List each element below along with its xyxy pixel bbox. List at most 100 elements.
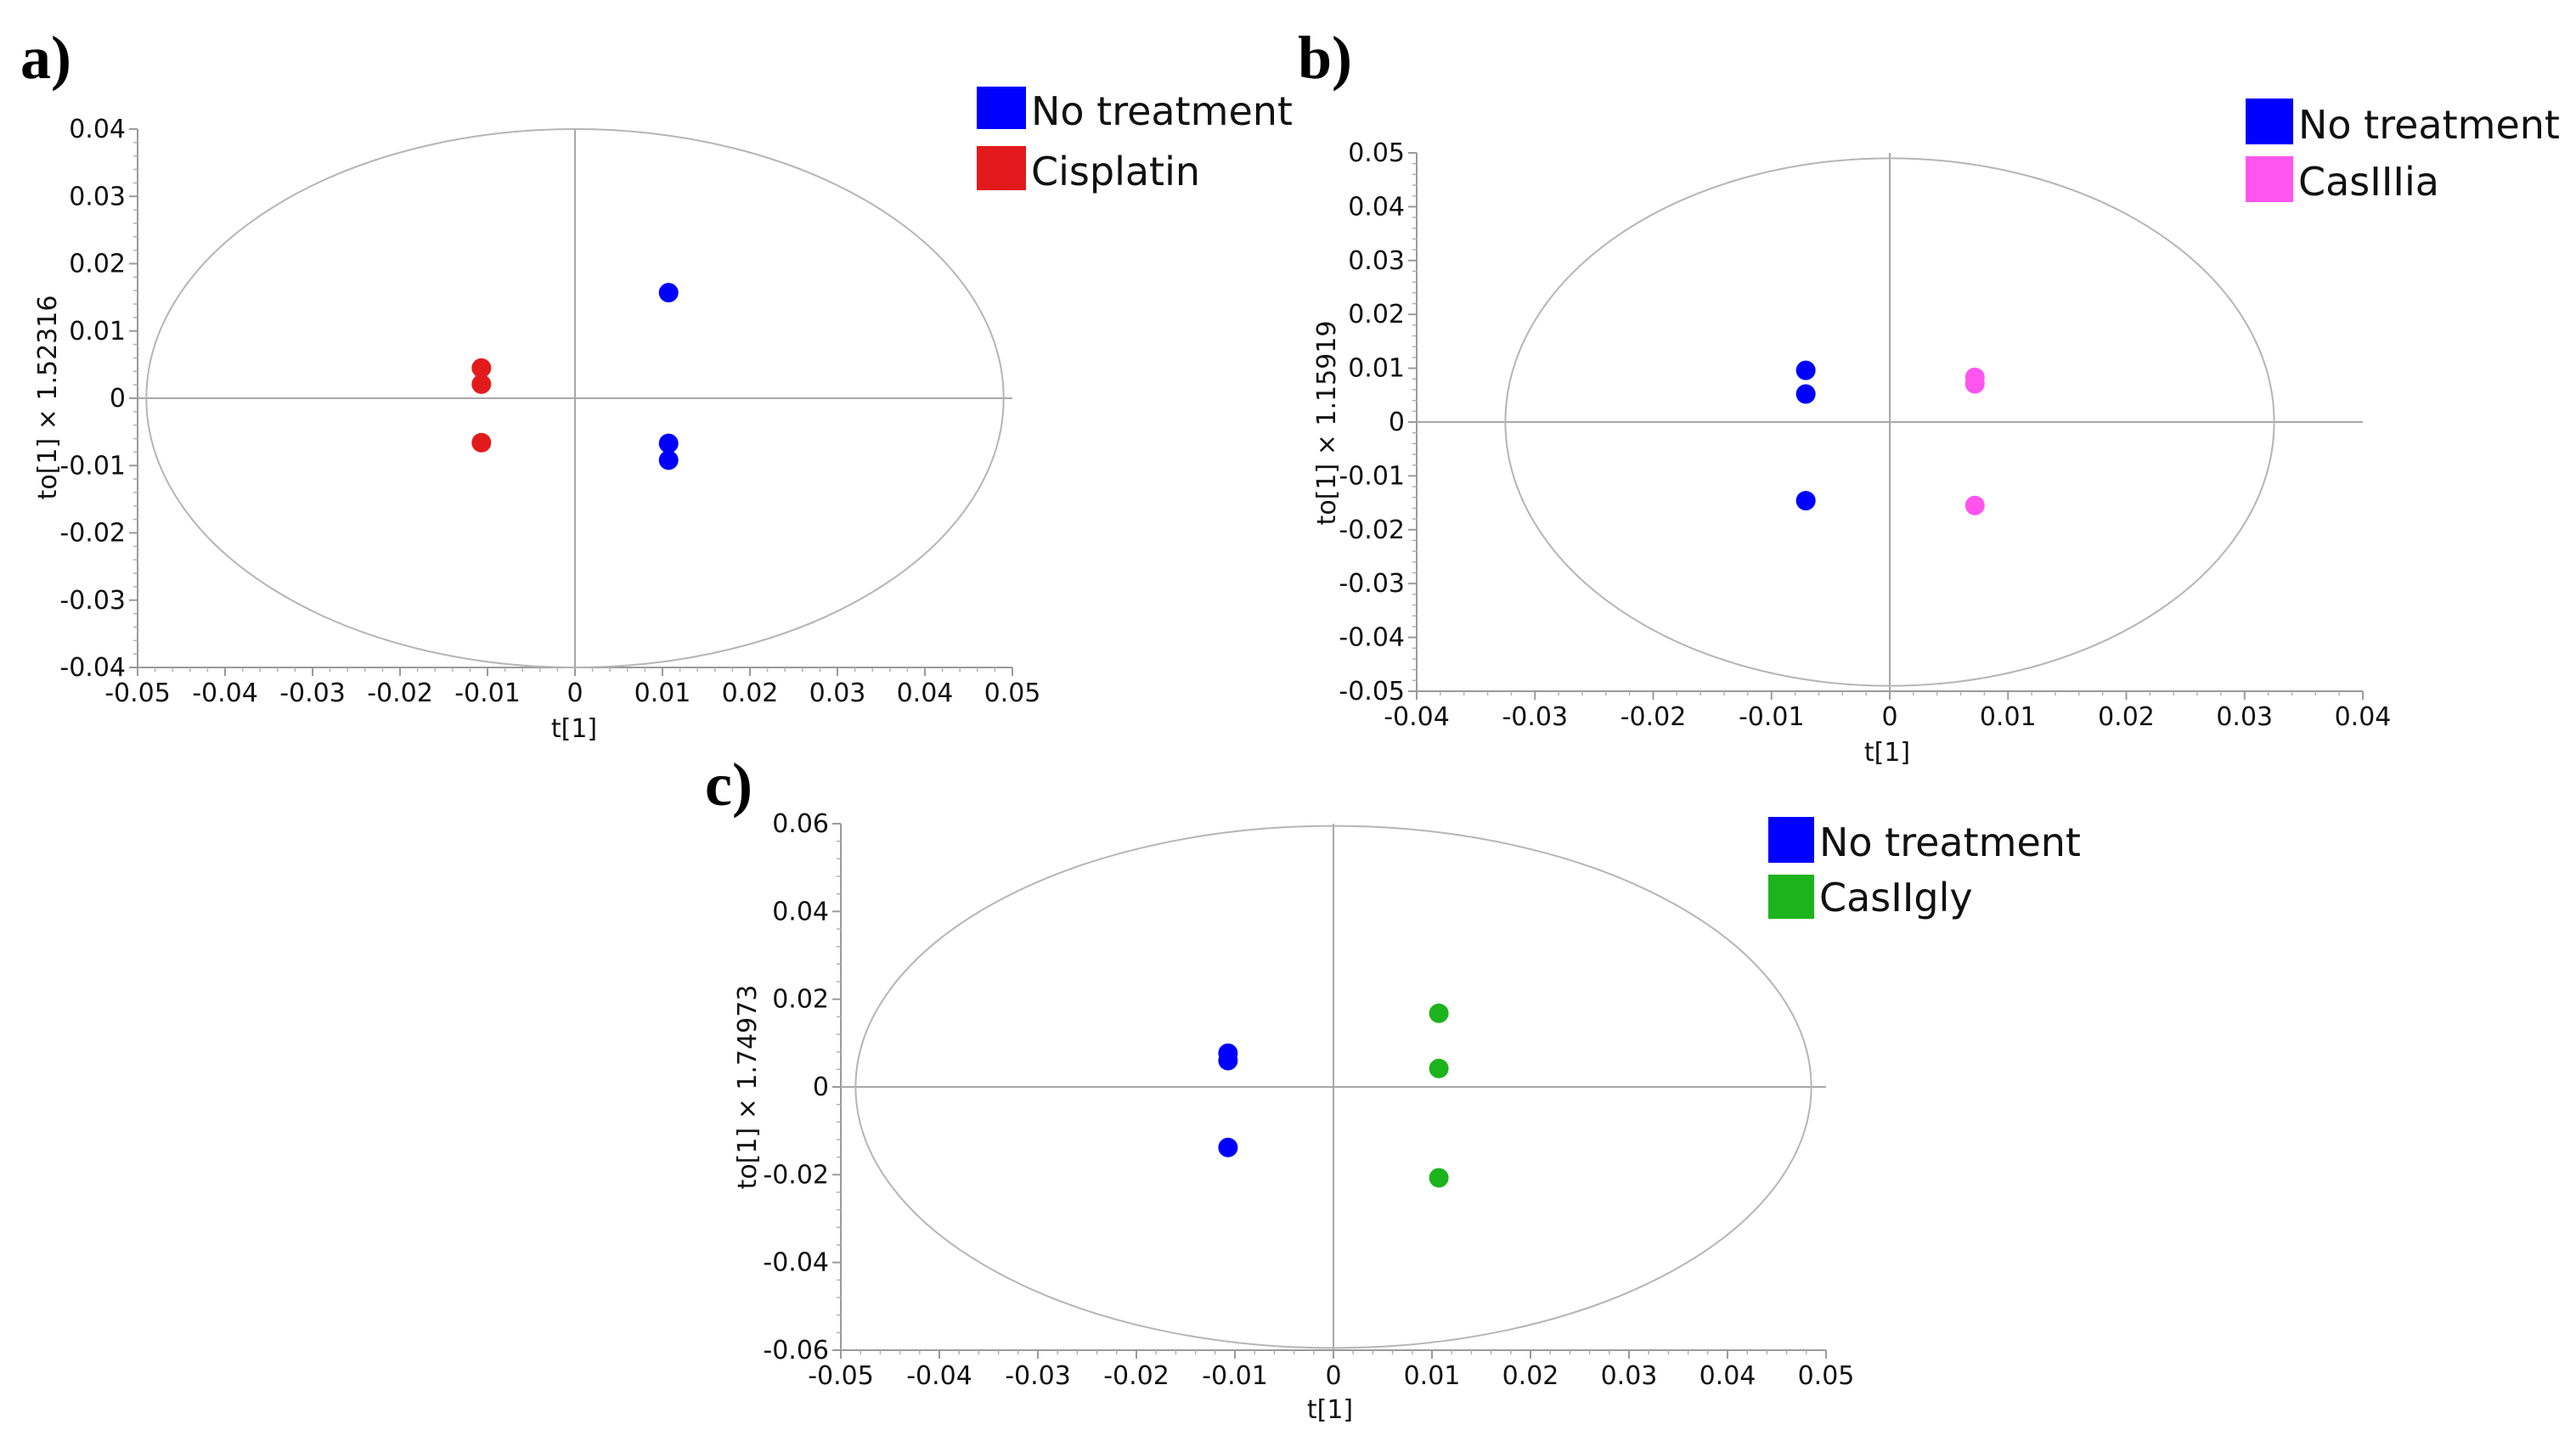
panel-c-points <box>1218 1003 1449 1188</box>
panel-a: a) -0.05 -0.04 -0.03 -0.02 -0.01 0 0.01 0.02 0.0… <box>20 24 1293 744</box>
panel-b-legend-label-casiiiia: CasIIIia <box>2298 159 2439 205</box>
panel-b-axes: -0.04 -0.03 -0.02 -0.01 0 0.01 0.02 0.03 0.04 0.0… <box>1339 138 2391 732</box>
panel-b-y-tick-label: 0 <box>1389 408 1405 437</box>
panel-a-x-tick-label: -0.04 <box>192 678 258 708</box>
panel-b: b) -0.04 -0.03 -0.02 -0.01 0 0.01 0.02 0.03 0.04… <box>1298 24 2560 768</box>
panel-b-reference-lines <box>1417 153 2363 691</box>
panel-b-legend-label-no-treatment: No treatment <box>2298 102 2560 148</box>
panel-c-hotelling-ellipse <box>854 825 1812 1349</box>
panel-b-x-tick-label: 0.04 <box>2335 702 2392 732</box>
panel-c-x-tick-label: 0.04 <box>1699 1361 1756 1391</box>
panel-a-y-tick-label: 0.04 <box>69 115 126 144</box>
panel-b-x-axis-title: t[1] <box>1864 738 1910 768</box>
panel-a-y-tick-label: -0.02 <box>59 519 126 549</box>
panel-c-y-tick-label: 0.02 <box>772 985 829 1015</box>
panel-b-point-no-treatment <box>1795 491 1816 511</box>
panel-b-legend-swatch-no-treatment <box>2246 99 2293 144</box>
panel-c-point-casiigly <box>1429 1058 1449 1078</box>
panel-a-y-tick-label: -0.01 <box>59 451 126 481</box>
panel-c-y-tick-label: 0 <box>813 1073 829 1102</box>
panel-c-legend-label-casiigly: CasIIgly <box>1819 875 1973 921</box>
panel-b-x-tick-label: -0.02 <box>1621 702 1687 732</box>
panel-b-x-tick-label: 0.01 <box>1980 702 2037 732</box>
panel-a-point-cisplatin <box>471 432 492 453</box>
panel-a-x-tick-label: 0 <box>566 678 583 708</box>
panel-b-point-no-treatment <box>1795 360 1816 380</box>
panel-c-legend-swatch-no-treatment <box>1768 817 1814 863</box>
panel-a-point-no-treatment <box>658 433 679 453</box>
panel-c-axes: -0.05 -0.04 -0.03 -0.02 -0.01 0 0.01 0.02 0.03 0.… <box>763 809 1854 1391</box>
panel-b-label: b) <box>1298 24 1352 92</box>
panel-a-x-tick-label: 0.02 <box>722 678 779 708</box>
panel-a-y-tick-label: 0.02 <box>69 250 126 279</box>
panel-a-axes: -0.05 -0.04 -0.03 -0.02 -0.01 0 0.01 0.02 0.03 0.… <box>59 115 1040 708</box>
panel-c-x-tick-label: -0.01 <box>1202 1361 1268 1391</box>
panel-b-y-tick-label: 0.02 <box>1348 300 1405 329</box>
panel-a-x-tick-label: -0.05 <box>104 678 171 708</box>
panel-b-y-axis-title: to[1] × 1.15919 <box>1312 321 1342 526</box>
panel-b-x-tick-label: 0.02 <box>2098 702 2155 732</box>
panel-b-y-tick-label: 0.05 <box>1348 138 1405 168</box>
panel-a-reference-lines <box>138 128 1012 668</box>
panel-a-x-tick-label: -0.02 <box>367 678 433 708</box>
panel-a-x-tick-label: 0.03 <box>809 678 866 708</box>
panel-a-legend: No treatment Cisplatin <box>977 87 1293 194</box>
panel-c-x-tick-label: 0.01 <box>1404 1361 1461 1391</box>
panel-c: c) -0.05 -0.04 -0.03 -0.02 -0.01 0 0.01 0.02 0.0… <box>705 751 2081 1425</box>
panel-c-x-tick-label: -0.05 <box>808 1361 874 1391</box>
panel-b-hotelling-ellipse <box>1504 157 2275 687</box>
panel-c-y-tick-label: 0.04 <box>772 897 829 926</box>
panel-a-point-cisplatin <box>471 374 492 394</box>
panel-b-legend: No treatment CasIIIia <box>2246 99 2560 205</box>
panel-b-point-casiiiia <box>1964 495 1985 515</box>
panel-c-x-tick-label: 0.02 <box>1502 1361 1559 1391</box>
panel-c-x-tick-label: -0.02 <box>1103 1361 1170 1391</box>
panel-b-points <box>1795 360 1985 515</box>
panel-b-y-tick-label: -0.01 <box>1339 461 1405 491</box>
panel-b-y-tick-label: -0.05 <box>1339 677 1405 707</box>
panel-a-y-tick-label: 0 <box>110 384 126 414</box>
panel-b-point-casiiiia <box>1964 374 1985 394</box>
panel-b-x-tick-label: -0.01 <box>1739 702 1805 732</box>
panel-c-point-no-treatment <box>1218 1137 1238 1157</box>
panel-c-x-tick-label: -0.04 <box>906 1361 972 1391</box>
panel-a-x-tick-label: -0.03 <box>279 678 346 708</box>
panel-c-y-tick-label: -0.02 <box>763 1160 829 1190</box>
panel-a-legend-label-no-treatment: No treatment <box>1031 88 1293 134</box>
panel-c-y-tick-label: 0.06 <box>772 809 829 839</box>
panel-a-legend-swatch-no-treatment <box>977 87 1026 129</box>
panel-a-x-tick-label: 0.01 <box>634 678 691 708</box>
panel-c-legend-swatch-casiigly <box>1768 875 1814 919</box>
panel-b-point-no-treatment <box>1795 384 1816 404</box>
panel-b-y-tick-label: -0.04 <box>1339 623 1405 653</box>
panel-a-point-no-treatment <box>658 283 679 303</box>
panel-c-x-tick-label: 0.05 <box>1798 1361 1855 1391</box>
panel-b-legend-swatch-casiiiia <box>2246 156 2293 202</box>
panel-a-point-cisplatin <box>471 358 492 378</box>
panel-c-x-axis-title: t[1] <box>1307 1395 1353 1425</box>
panel-b-x-tick-label: 0.03 <box>2216 702 2273 732</box>
panel-b-y-tick-label: -0.02 <box>1339 515 1405 545</box>
panel-a-point-no-treatment <box>658 450 679 470</box>
panel-a-legend-swatch-cisplatin <box>977 146 1026 190</box>
panel-b-x-tick-label: -0.03 <box>1502 702 1568 732</box>
panel-a-points <box>471 283 679 470</box>
panel-c-label: c) <box>705 751 753 819</box>
panel-b-y-tick-label: -0.03 <box>1339 569 1405 599</box>
panel-c-x-tick-label: 0 <box>1325 1361 1341 1391</box>
panel-a-x-tick-label: 0.05 <box>984 678 1041 708</box>
panel-a-x-axis-title: t[1] <box>551 714 597 744</box>
panel-c-legend: No treatment CasIIgly <box>1768 817 2081 921</box>
panel-c-point-no-treatment <box>1218 1050 1238 1071</box>
panel-c-y-tick-label: -0.06 <box>763 1336 829 1365</box>
panel-a-x-tick-label: 0.04 <box>897 678 954 708</box>
panel-a-legend-label-cisplatin: Cisplatin <box>1031 149 1200 194</box>
panel-b-y-tick-label: 0.04 <box>1348 192 1405 222</box>
panel-b-y-tick-label: 0.01 <box>1348 354 1405 384</box>
panel-a-x-tick-label: -0.01 <box>454 678 521 708</box>
panel-a-y-tick-label: 0.03 <box>69 182 126 211</box>
panel-a-label: a) <box>20 24 71 92</box>
panel-c-y-tick-label: -0.04 <box>763 1248 829 1278</box>
panel-a-hotelling-ellipse <box>145 128 1005 668</box>
